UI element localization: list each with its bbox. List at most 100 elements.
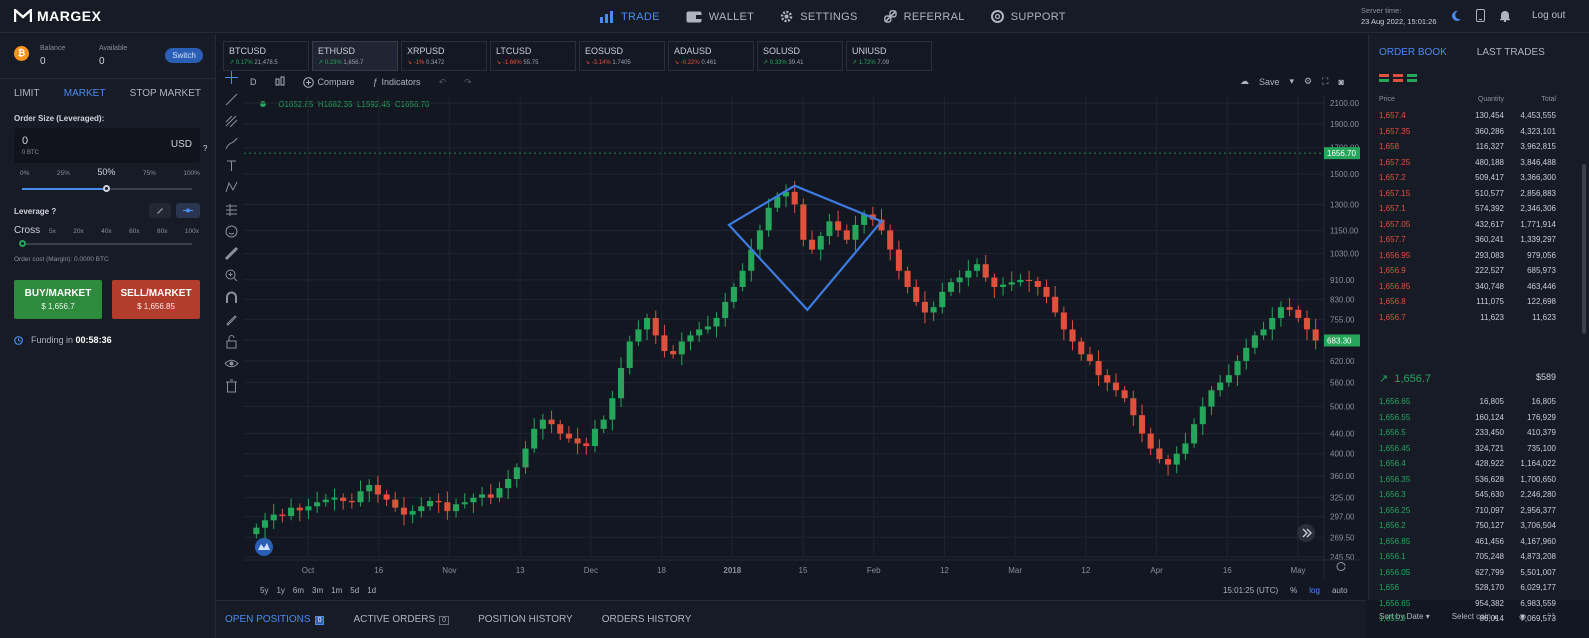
- tab-order-book[interactable]: ORDER BOOK: [1379, 47, 1447, 58]
- tab-position-history[interactable]: POSITION HISTORY: [478, 614, 573, 625]
- timeframe-1d[interactable]: 1d: [367, 586, 377, 595]
- chart-logo-button[interactable]: [255, 538, 273, 556]
- mobile-icon[interactable]: [1476, 9, 1485, 22]
- pct-0[interactable]: 0%: [20, 170, 30, 177]
- order-book-row[interactable]: 1,657.2 509,417 3,366,300: [1379, 170, 1556, 186]
- lev-40x[interactable]: 40x: [101, 228, 112, 235]
- leverage-cross[interactable]: Cross: [14, 225, 41, 236]
- price-chart[interactable]: 2100.001900.001700.001500.001300.001150.…: [244, 95, 1360, 579]
- indicators-button[interactable]: ƒ Indicators: [373, 77, 421, 87]
- order-book-row[interactable]: 1,656.1 705,248 4,873,208: [1379, 549, 1556, 565]
- eye-icon[interactable]: [224, 356, 239, 371]
- undo-icon[interactable]: ↶: [438, 76, 447, 87]
- interval-button[interactable]: D: [250, 77, 257, 87]
- tab-last-trades[interactable]: LAST TRADES: [1476, 47, 1545, 58]
- brush-icon[interactable]: [224, 136, 239, 151]
- order-size-input[interactable]: 0 0 BTC USD: [14, 128, 200, 163]
- order-book-row[interactable]: 1,656.5 233,450 410,379: [1379, 425, 1556, 441]
- tab-active-orders[interactable]: ACTIVE ORDERS 0: [353, 614, 450, 625]
- auto-scale-toggle[interactable]: auto: [1331, 586, 1348, 595]
- lock-icon[interactable]: [224, 334, 239, 349]
- order-book-row[interactable]: 1,655.9 86,014 7,069,573: [1379, 611, 1556, 627]
- order-book-row[interactable]: 1,657.05 432,617 1,771,914: [1379, 217, 1556, 233]
- ticker-tab-ethusd[interactable]: ETHUSD ↗ 0.23% 1,656.7: [312, 41, 398, 71]
- leverage-handle[interactable]: [19, 240, 26, 247]
- nav-referral[interactable]: REFERRAL: [883, 10, 965, 23]
- log-scale-toggle[interactable]: log: [1309, 586, 1320, 595]
- order-book-row[interactable]: 1,656.05 627,799 5,501,007: [1379, 565, 1556, 581]
- leverage-slider-mode-button[interactable]: [176, 203, 200, 218]
- leverage-slider[interactable]: [19, 240, 192, 247]
- switch-button[interactable]: Switch: [165, 48, 203, 63]
- timeframe-5y[interactable]: 5y: [260, 586, 269, 595]
- pct-25[interactable]: 25%: [56, 170, 70, 177]
- nav-trade[interactable]: TRADE: [600, 10, 660, 23]
- book-asks-icon[interactable]: [1393, 74, 1403, 82]
- camera-icon[interactable]: ◙: [1338, 76, 1344, 87]
- order-book-row[interactable]: 1,657.35 360,286 4,323,101: [1379, 124, 1556, 140]
- zoom-icon[interactable]: [224, 268, 239, 283]
- tab-open-positions[interactable]: OPEN POSITIONS 0: [225, 614, 325, 625]
- diamond-pattern-drawing[interactable]: [727, 184, 884, 312]
- order-book-row[interactable]: 1,657.15 510,577 2,856,883: [1379, 186, 1556, 202]
- order-book-row[interactable]: 1,656.25 710,097 2,956,377: [1379, 503, 1556, 519]
- book-bids-icon[interactable]: [1407, 74, 1417, 82]
- order-book-row[interactable]: 1,657.1 574,392 2,346,306: [1379, 201, 1556, 217]
- magnet-icon[interactable]: [224, 290, 239, 305]
- candles-icon[interactable]: [275, 76, 285, 88]
- order-book-scrollbar[interactable]: [1582, 164, 1586, 334]
- compare-button[interactable]: Compare: [302, 76, 355, 88]
- order-book-row[interactable]: 1,656 528,170 6,029,177: [1379, 580, 1556, 596]
- order-book-row[interactable]: 1,657.4 130,454 4,453,555: [1379, 108, 1556, 124]
- nav-settings[interactable]: SETTINGS: [780, 10, 857, 23]
- order-book-row[interactable]: 1,656.8 111,075 122,698: [1379, 294, 1556, 310]
- order-book-row[interactable]: 1,656.45 324,721 735,100: [1379, 441, 1556, 457]
- timeframe-3m[interactable]: 3m: [312, 586, 324, 595]
- margex-logo[interactable]: MARGEX: [14, 8, 101, 24]
- logout-link[interactable]: Log out: [1532, 10, 1566, 21]
- timeframe-1m[interactable]: 1m: [331, 586, 343, 595]
- order-book-row[interactable]: 1,656.4 428,922 1,164,022: [1379, 456, 1556, 472]
- trash-icon[interactable]: [224, 378, 239, 393]
- timeframe-6m[interactable]: 6m: [292, 586, 305, 595]
- order-book-row[interactable]: 1,658 116,327 3,962,815: [1379, 139, 1556, 155]
- pencil-lock-icon[interactable]: [224, 312, 239, 327]
- timeframe-5d[interactable]: 5d: [350, 586, 360, 595]
- order-book-row[interactable]: 1,657.25 480,188 3,846,488: [1379, 155, 1556, 171]
- tab-market[interactable]: MARKET: [63, 88, 106, 99]
- chevron-down-icon[interactable]: ▾: [1289, 76, 1295, 86]
- lev-100x[interactable]: 100x: [184, 228, 199, 235]
- tab-stop-market[interactable]: STOP MARKET: [129, 88, 201, 99]
- ruler-icon[interactable]: [224, 246, 239, 261]
- leverage-edit-button[interactable]: [149, 203, 171, 218]
- expand-icon[interactable]: ⛶: [1548, 612, 1554, 621]
- lev-20x[interactable]: 20x: [73, 228, 84, 235]
- ticker-tab-solusd[interactable]: SOLUSD ↗ 0.33% 39.41: [757, 41, 843, 71]
- leverage-help-icon[interactable]: ?: [51, 207, 57, 216]
- ticker-tab-btcusd[interactable]: BTCUSD ↗ 0.17% 21,478.5: [223, 41, 309, 71]
- book-both-icon[interactable]: [1379, 74, 1389, 82]
- order-book-row[interactable]: 1,656.65 954,382 6,983,559: [1379, 596, 1556, 612]
- axis-settings-icon[interactable]: [1336, 562, 1346, 571]
- order-size-help-icon[interactable]: ?: [203, 144, 208, 153]
- eye-toggle-icon[interactable]: ◉: [1519, 612, 1527, 621]
- text-icon[interactable]: [224, 158, 239, 173]
- ticker-tab-eosusd[interactable]: EOSUSD ↘ -3.14% 1.7405: [579, 41, 665, 71]
- order-book-row[interactable]: 1,656.2 750,127 3,706,504: [1379, 518, 1556, 534]
- pattern-icon[interactable]: [224, 180, 239, 195]
- ticker-tab-adausd[interactable]: ADAUSD ↘ -0.22% 0.461: [668, 41, 754, 71]
- order-book-row[interactable]: 1,656.3 545,630 2,246,280: [1379, 487, 1556, 503]
- order-book-row[interactable]: 1,656.85 340,748 463,446: [1379, 279, 1556, 295]
- redo-icon[interactable]: ↷: [464, 76, 472, 87]
- order-book-row[interactable]: 1,656.85 461,456 4,167,960: [1379, 534, 1556, 550]
- ticker-tab-ltcusd[interactable]: LTCUSD ↘ -1.66% 55.75: [490, 41, 576, 71]
- scroll-right-button[interactable]: [1297, 524, 1315, 542]
- ticker-tab-xrpusd[interactable]: XRPUSD ↘ -1% 0.3472: [401, 41, 487, 71]
- sort-by-date-dropdown[interactable]: Sort by Date ▾: [1379, 612, 1430, 621]
- order-size-slider[interactable]: [22, 185, 192, 192]
- moon-icon[interactable]: [1450, 10, 1462, 22]
- pct-100[interactable]: 100%: [183, 170, 200, 177]
- tab-orders-history[interactable]: ORDERS HISTORY: [601, 614, 692, 625]
- order-book-row[interactable]: 1,656.9 222,527 685,973: [1379, 263, 1556, 279]
- projection-icon[interactable]: [224, 202, 239, 217]
